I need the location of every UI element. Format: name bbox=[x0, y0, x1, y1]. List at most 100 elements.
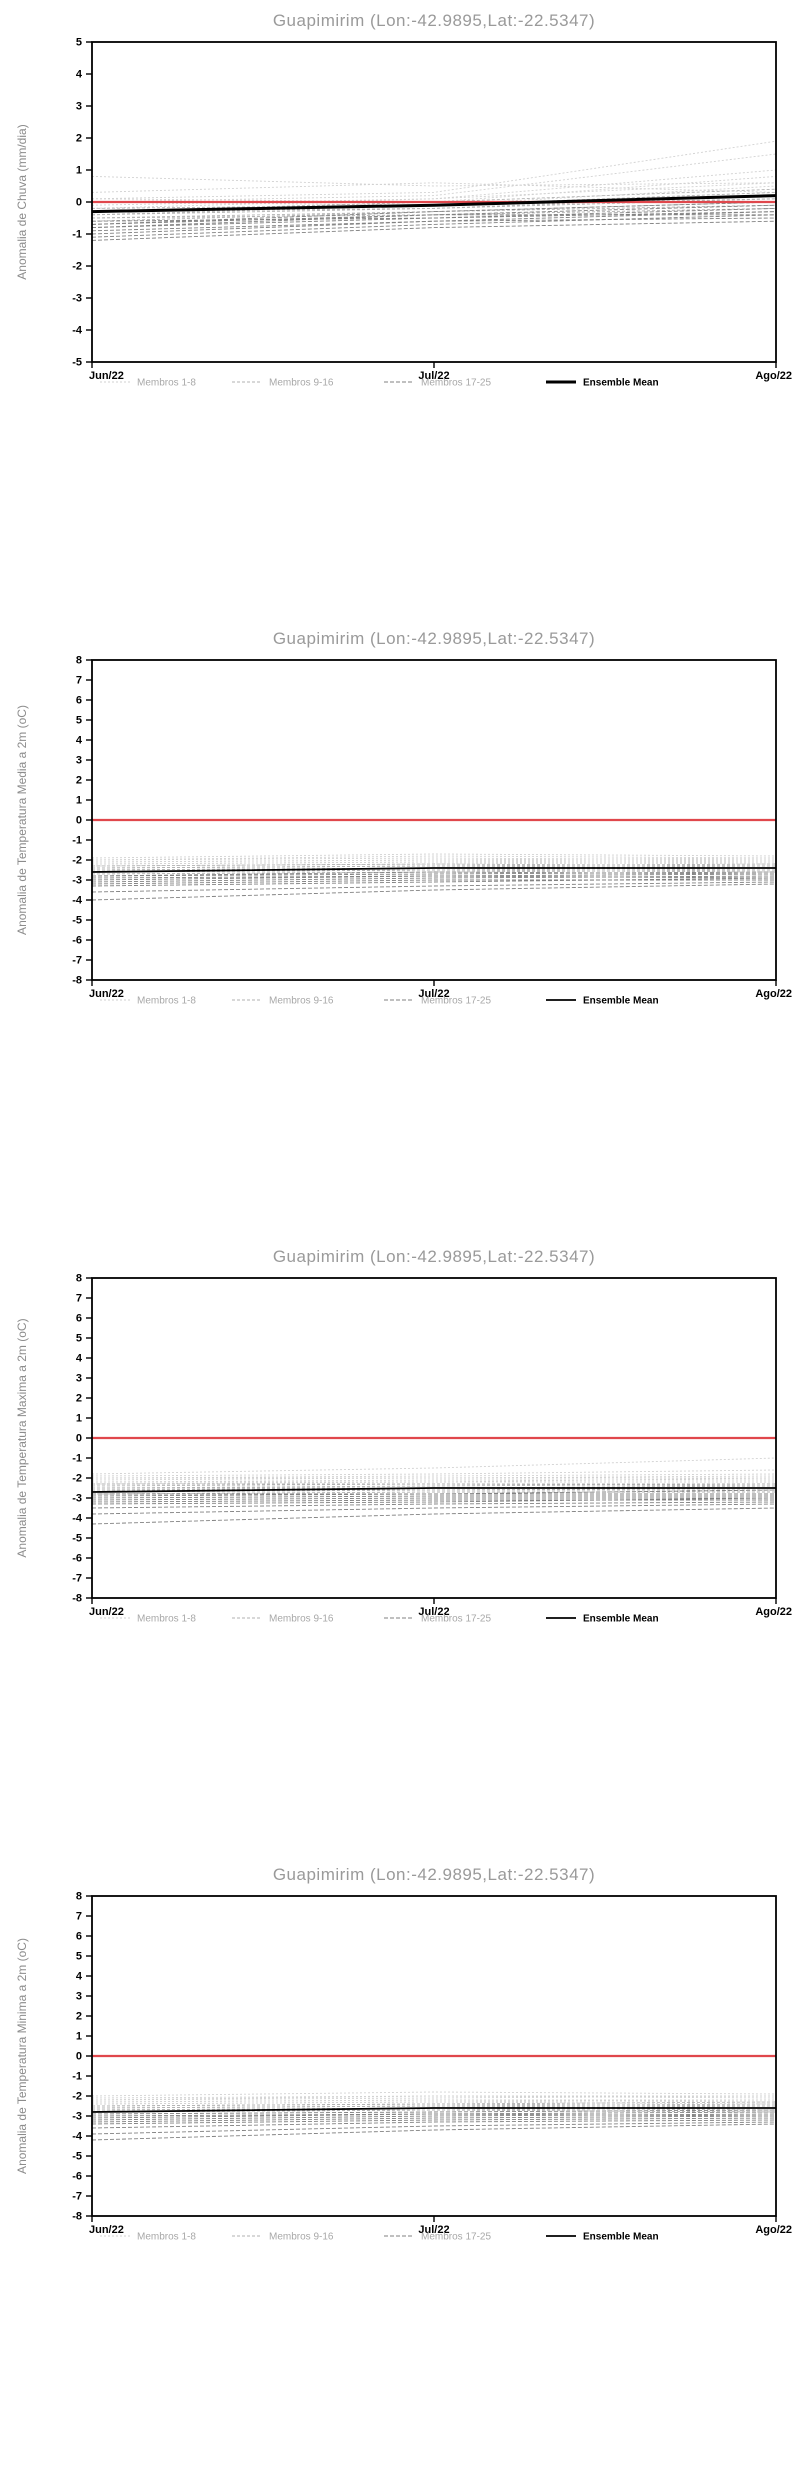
member-line bbox=[91, 201, 777, 225]
ensemble-mean-line bbox=[91, 1487, 776, 1493]
member-line bbox=[91, 2109, 777, 2115]
ensemble-members bbox=[91, 853, 777, 901]
y-tick-label: -6 bbox=[72, 935, 82, 947]
plot-frame bbox=[91, 1277, 777, 1599]
chart-section-max-temp-anomaly: Guapimirim (Lon:-42.9895,Lat:-22.5347) An… bbox=[0, 1236, 800, 1854]
member-line bbox=[91, 2095, 777, 2101]
member-line bbox=[91, 2113, 777, 2121]
member-line bbox=[91, 881, 777, 893]
y-tick-label: -7 bbox=[72, 1573, 82, 1585]
member-line bbox=[91, 1507, 777, 1525]
plot-frame bbox=[91, 1895, 777, 2217]
rain-anomaly-chart: Guapimirim (Lon:-42.9895,Lat:-22.5347) An… bbox=[15, 11, 792, 389]
y-tick-label: 8 bbox=[76, 655, 82, 667]
x-axis: Jun/22 Jul/22 Ago/22 bbox=[89, 2216, 792, 2236]
y-tick-label: 8 bbox=[76, 1891, 82, 1903]
member-line bbox=[91, 1497, 776, 1501]
member-line bbox=[91, 2115, 777, 2123]
min-temp-anomaly-chart: Guapimirim (Lon:-42.9895,Lat:-22.5347) An… bbox=[15, 1865, 792, 2243]
y-tick-label: -6 bbox=[72, 1553, 82, 1565]
x-tick-label: Ago/22 bbox=[755, 370, 792, 382]
member-line bbox=[91, 2123, 777, 2141]
y-tick-label: -1 bbox=[72, 835, 82, 847]
y-tick-label: 3 bbox=[76, 755, 82, 767]
mean-temp-anomaly-chart: Guapimirim (Lon:-42.9895,Lat:-22.5347) An… bbox=[15, 629, 792, 1007]
y-tick-label: 2 bbox=[76, 133, 82, 145]
y-tick-label: -7 bbox=[72, 2191, 82, 2203]
x-axis: Jun/22 Jul/22 Ago/22 bbox=[89, 1598, 792, 1618]
x-tick-label: Jul/22 bbox=[418, 988, 449, 1000]
member-line bbox=[91, 220, 777, 241]
y-tick-label: -8 bbox=[72, 975, 82, 987]
y-tick-label: 4 bbox=[76, 1353, 83, 1365]
y-tick-label: 5 bbox=[76, 715, 82, 727]
member-line bbox=[91, 153, 777, 203]
y-tick-label: 7 bbox=[76, 1911, 82, 1923]
legend-label: Membros 9-16 bbox=[269, 1614, 334, 1625]
y-tick-label: -4 bbox=[72, 325, 83, 337]
y-tick-label: -2 bbox=[72, 855, 82, 867]
y-tick-label: 2 bbox=[76, 1393, 82, 1405]
member-line bbox=[91, 883, 777, 901]
y-tick-label: 7 bbox=[76, 675, 82, 687]
legend-label: Membros 9-16 bbox=[269, 2232, 334, 2243]
member-line bbox=[91, 1491, 776, 1495]
x-tick-label: Jun/22 bbox=[89, 370, 124, 382]
member-line bbox=[91, 875, 777, 881]
member-line bbox=[91, 871, 777, 877]
member-line bbox=[91, 2109, 777, 2113]
member-line bbox=[91, 1501, 777, 1509]
ensemble-mean-line bbox=[91, 194, 777, 214]
y-tick-label: 5 bbox=[76, 1951, 82, 1963]
x-tick-label: Ago/22 bbox=[755, 2224, 792, 2236]
member-line bbox=[91, 1499, 776, 1503]
y-tick-label: 5 bbox=[76, 1333, 82, 1345]
member-line bbox=[91, 175, 777, 187]
member-line bbox=[91, 1483, 777, 1487]
y-tick-label: -1 bbox=[72, 229, 82, 241]
y-tick-label: 6 bbox=[76, 1931, 82, 1943]
member-line bbox=[91, 2119, 777, 2129]
chart-section-rain-anomaly: Guapimirim (Lon:-42.9895,Lat:-22.5347) An… bbox=[0, 0, 800, 618]
y-tick-label: -5 bbox=[72, 357, 82, 369]
member-line bbox=[91, 1493, 776, 1497]
y-axis: -8 -7 -6 -5 -4 -3 -2 -1 0 1 2 3 4 5 6 7 8 bbox=[72, 1891, 92, 2223]
y-tick-label: 5 bbox=[76, 37, 82, 49]
member-line bbox=[91, 214, 776, 229]
y-tick-label: 4 bbox=[76, 69, 83, 81]
member-line bbox=[91, 877, 777, 887]
x-tick-label: Jul/22 bbox=[418, 1606, 449, 1618]
y-axis-label: Anomalia de Temperatura Minima a 2m (oC) bbox=[15, 1938, 29, 2174]
legend-label: Ensemble Mean bbox=[583, 1614, 659, 1625]
legend-label: Ensemble Mean bbox=[583, 2232, 659, 2243]
x-tick-label: Jun/22 bbox=[89, 988, 124, 1000]
y-tick-label: -2 bbox=[72, 1473, 82, 1485]
x-tick-label: Ago/22 bbox=[755, 988, 792, 1000]
chart-title: Guapimirim (Lon:-42.9895,Lat:-22.5347) bbox=[273, 11, 595, 30]
y-tick-label: 6 bbox=[76, 695, 82, 707]
y-tick-label: 1 bbox=[76, 165, 82, 177]
y-tick-label: 7 bbox=[76, 1293, 82, 1305]
chart-title: Guapimirim (Lon:-42.9895,Lat:-22.5347) bbox=[273, 629, 595, 648]
x-axis: Jun/22 Jul/22 Ago/22 bbox=[89, 362, 792, 382]
y-tick-label: 0 bbox=[76, 197, 82, 209]
ensemble-members bbox=[91, 2091, 777, 2141]
legend-label: Ensemble Mean bbox=[583, 378, 659, 389]
y-tick-label: -1 bbox=[72, 1453, 82, 1465]
legend-label: Membros 1-8 bbox=[137, 1614, 196, 1625]
chart-title: Guapimirim (Lon:-42.9895,Lat:-22.5347) bbox=[273, 1247, 595, 1266]
legend-label: Membros 9-16 bbox=[269, 996, 334, 1007]
member-line bbox=[91, 140, 777, 200]
plot-frame bbox=[91, 41, 777, 363]
y-tick-label: -3 bbox=[72, 2111, 82, 2123]
legend-label: Membros 9-16 bbox=[269, 378, 334, 389]
y-tick-label: -3 bbox=[72, 875, 82, 887]
y-tick-label: 0 bbox=[76, 1433, 82, 1445]
member-line bbox=[91, 869, 777, 873]
y-tick-label: 8 bbox=[76, 1273, 82, 1285]
member-line bbox=[91, 207, 777, 229]
chart-title: Guapimirim (Lon:-42.9895,Lat:-22.5347) bbox=[273, 1865, 595, 1884]
chart-section-min-temp-anomaly: Guapimirim (Lon:-42.9895,Lat:-22.5347) An… bbox=[0, 1854, 800, 2472]
member-line bbox=[91, 1473, 777, 1479]
